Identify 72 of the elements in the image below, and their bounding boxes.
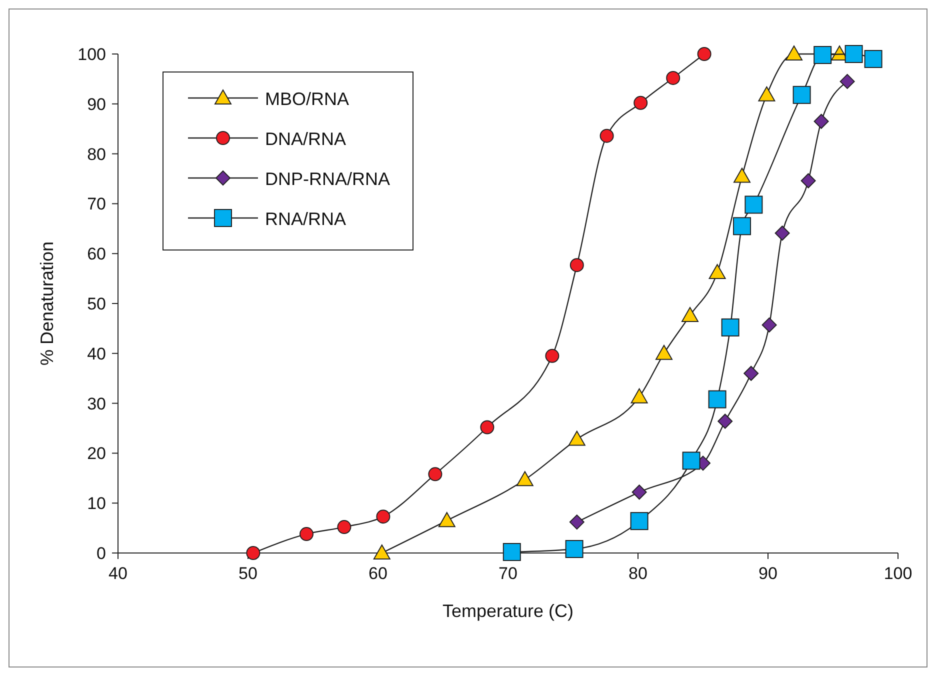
point — [630, 388, 648, 404]
legend-label: DNA/RNA — [265, 129, 346, 149]
y-tick-label: 90 — [87, 94, 106, 114]
y-tick-label: 30 — [87, 394, 106, 414]
y-tick-label: 80 — [87, 144, 106, 164]
y-tick-label: 0 — [96, 544, 106, 563]
point — [762, 317, 777, 332]
point — [774, 226, 790, 241]
point — [570, 258, 584, 272]
point — [300, 527, 314, 542]
point — [630, 512, 648, 530]
point — [844, 45, 863, 63]
point — [682, 452, 700, 470]
point — [744, 366, 759, 381]
point — [246, 546, 260, 560]
point — [733, 217, 751, 236]
point — [666, 70, 680, 85]
point — [600, 128, 614, 143]
point — [438, 512, 456, 528]
x-tick-label: 70 — [498, 564, 518, 583]
legend-label: DNP-RNA/RNA — [265, 169, 390, 189]
point — [568, 430, 586, 446]
point — [744, 196, 763, 214]
legend-entry: MBO/RNA — [188, 89, 350, 109]
point — [800, 173, 816, 188]
point — [864, 50, 882, 68]
point — [373, 544, 390, 560]
point — [632, 484, 647, 500]
point — [814, 114, 829, 129]
point — [792, 86, 811, 104]
y-axis-title: % Denaturation — [37, 241, 57, 366]
legend-entry: RNA/RNA — [188, 209, 346, 229]
y-tick-label: 20 — [87, 444, 106, 464]
point — [708, 264, 726, 280]
point — [502, 543, 521, 561]
x-tick-label: 40 — [108, 564, 128, 583]
legend-entry: DNA/RNA — [188, 129, 346, 149]
point — [708, 390, 726, 408]
point — [786, 46, 802, 60]
x-tick-label: 80 — [628, 564, 648, 583]
y-tick-label: 100 — [78, 45, 106, 64]
point — [634, 96, 648, 110]
point — [428, 467, 442, 482]
point — [721, 318, 740, 336]
x-tick-label: 90 — [758, 564, 778, 583]
point — [376, 510, 390, 524]
y-tick-label: 70 — [87, 194, 106, 214]
y-tick-label: 40 — [87, 344, 106, 364]
point — [840, 74, 855, 89]
point — [758, 86, 776, 102]
y-tick-label: 60 — [87, 244, 106, 264]
point — [734, 168, 750, 183]
point — [545, 348, 560, 363]
legend-label: MBO/RNA — [265, 89, 350, 109]
point — [814, 46, 832, 64]
x-tick-label: 50 — [238, 564, 258, 583]
point — [656, 344, 672, 360]
x-tick-label: 100 — [884, 564, 912, 583]
point — [480, 420, 494, 434]
x-axis-title: Temperature (C) — [442, 601, 574, 621]
point — [682, 306, 698, 322]
y-tick-label: 10 — [87, 494, 106, 514]
y-tick-label: 50 — [87, 294, 106, 314]
point — [516, 471, 534, 486]
point — [337, 520, 352, 534]
legend-label: RNA/RNA — [265, 209, 346, 229]
point — [569, 514, 584, 530]
legend-entry: DNP-RNA/RNA — [188, 169, 390, 189]
point — [697, 47, 712, 61]
point — [718, 414, 733, 429]
x-tick-label: 60 — [368, 564, 388, 583]
point — [565, 540, 584, 558]
